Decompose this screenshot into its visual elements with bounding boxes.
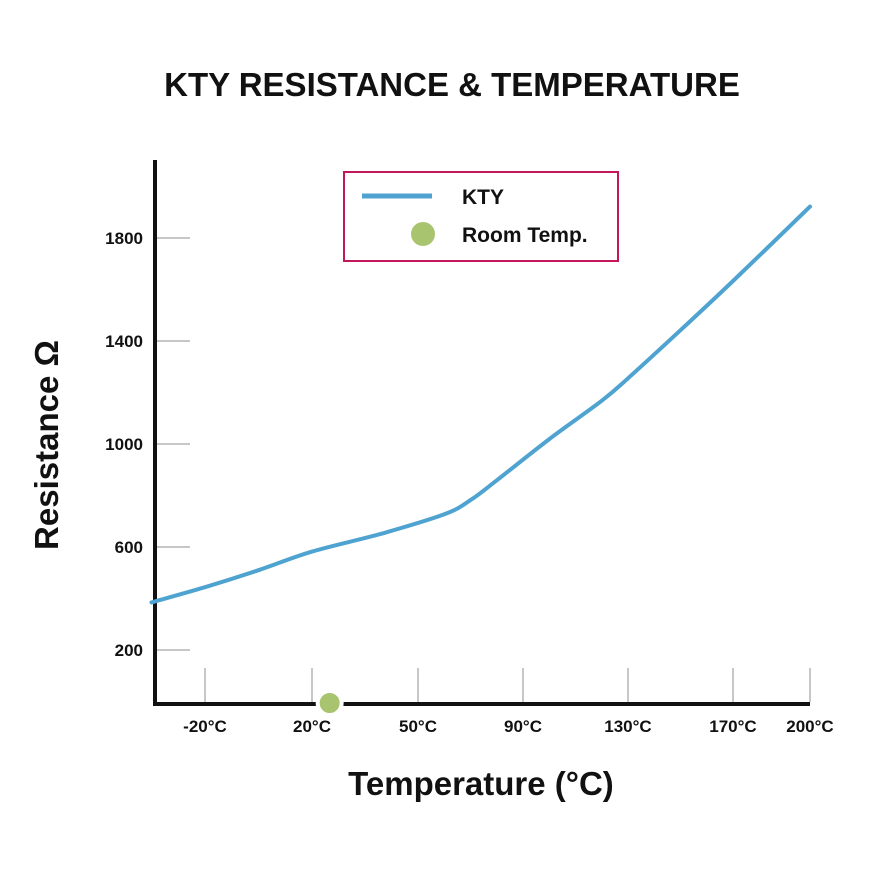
y-axis-ticks: 200 600 1000 1400 1800 [105, 229, 190, 660]
x-tick-label: 170°C [709, 717, 756, 736]
y-axis-title: Resistance Ω [28, 340, 65, 550]
y-tick-label: 1800 [105, 229, 143, 248]
x-tick-label: 20°C [293, 717, 331, 736]
x-axis-title: Temperature (°C) [348, 765, 614, 802]
legend-room-temp-label: Room Temp. [462, 224, 588, 247]
y-tick-label: 1000 [105, 435, 143, 454]
y-tick-label: 200 [115, 641, 143, 660]
x-tick-label: -20°C [183, 717, 227, 736]
chart-title: KTY RESISTANCE & TEMPERATURE [164, 66, 740, 103]
legend-kty-label: KTY [462, 186, 504, 209]
room-temp-point [315, 689, 344, 717]
kty-series-line [149, 204, 812, 605]
x-tick-label: 200°C [786, 717, 833, 736]
x-axis-ticks: -20°C 20°C 50°C 90°C 130°C 170°C 200°C [183, 668, 834, 736]
x-tick-label: 50°C [399, 717, 437, 736]
x-tick-label: 130°C [604, 717, 651, 736]
legend-room-temp-swatch [411, 222, 435, 246]
y-tick-label: 600 [115, 538, 143, 557]
legend: KTY Room Temp. [343, 171, 619, 262]
legend-box [343, 171, 619, 262]
y-tick-label: 1400 [105, 332, 143, 351]
x-tick-label: 90°C [504, 717, 542, 736]
